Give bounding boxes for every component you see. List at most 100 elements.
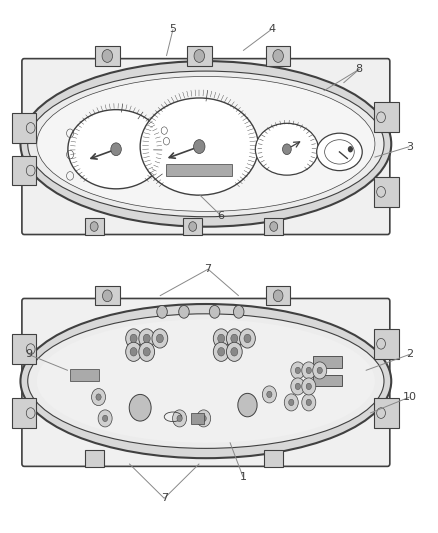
Circle shape (231, 334, 238, 343)
Circle shape (291, 378, 305, 395)
Circle shape (348, 146, 353, 152)
Ellipse shape (37, 76, 375, 212)
Circle shape (302, 378, 316, 395)
Circle shape (209, 305, 220, 318)
FancyBboxPatch shape (313, 356, 342, 368)
FancyBboxPatch shape (374, 329, 399, 359)
Circle shape (152, 329, 168, 348)
Circle shape (317, 367, 322, 374)
Ellipse shape (255, 123, 318, 175)
Circle shape (295, 367, 300, 374)
Text: 5: 5 (170, 25, 177, 34)
Circle shape (157, 305, 167, 318)
Circle shape (213, 342, 229, 361)
Ellipse shape (28, 314, 384, 448)
FancyBboxPatch shape (264, 218, 283, 235)
Text: 6: 6 (218, 211, 225, 221)
FancyBboxPatch shape (95, 286, 120, 305)
Circle shape (90, 222, 98, 231)
Circle shape (284, 394, 298, 411)
Circle shape (238, 393, 257, 417)
Circle shape (313, 362, 327, 379)
Text: 1: 1 (240, 472, 247, 482)
Ellipse shape (21, 61, 391, 227)
FancyBboxPatch shape (12, 156, 36, 185)
Circle shape (102, 50, 113, 62)
FancyBboxPatch shape (266, 286, 290, 305)
Text: 7: 7 (205, 264, 212, 274)
FancyBboxPatch shape (191, 413, 204, 424)
Ellipse shape (140, 98, 258, 195)
Circle shape (197, 410, 211, 427)
Text: 8: 8 (356, 64, 363, 74)
FancyBboxPatch shape (166, 164, 232, 176)
Circle shape (233, 305, 244, 318)
Text: 7: 7 (161, 494, 168, 503)
Circle shape (126, 342, 141, 361)
FancyBboxPatch shape (374, 398, 399, 428)
Circle shape (231, 348, 238, 356)
FancyBboxPatch shape (374, 177, 399, 207)
Text: 3: 3 (406, 142, 413, 151)
Circle shape (156, 334, 163, 343)
Circle shape (129, 394, 151, 421)
Circle shape (226, 342, 242, 361)
Circle shape (130, 348, 137, 356)
Text: 2: 2 (406, 350, 413, 359)
Circle shape (306, 383, 311, 390)
Text: 4: 4 (268, 25, 275, 34)
Circle shape (173, 410, 187, 427)
Circle shape (92, 389, 106, 406)
Circle shape (96, 394, 101, 400)
Circle shape (302, 362, 316, 379)
Circle shape (267, 391, 272, 398)
FancyBboxPatch shape (22, 298, 390, 466)
Circle shape (139, 329, 155, 348)
Ellipse shape (28, 71, 384, 217)
FancyBboxPatch shape (12, 113, 36, 143)
Circle shape (143, 334, 150, 343)
Circle shape (102, 290, 112, 302)
Circle shape (283, 144, 291, 155)
Circle shape (126, 329, 141, 348)
Circle shape (291, 362, 305, 379)
Circle shape (111, 143, 121, 156)
FancyBboxPatch shape (183, 218, 202, 235)
Circle shape (218, 334, 225, 343)
Circle shape (102, 415, 108, 422)
FancyBboxPatch shape (70, 369, 99, 381)
Circle shape (273, 290, 283, 302)
Circle shape (143, 348, 150, 356)
Circle shape (240, 329, 255, 348)
FancyBboxPatch shape (85, 218, 104, 235)
Circle shape (189, 222, 197, 231)
Circle shape (306, 399, 311, 406)
Circle shape (194, 140, 205, 154)
FancyBboxPatch shape (313, 375, 342, 386)
Circle shape (130, 334, 137, 343)
FancyBboxPatch shape (187, 46, 212, 66)
Circle shape (295, 383, 300, 390)
Circle shape (179, 305, 189, 318)
Circle shape (289, 399, 294, 406)
FancyBboxPatch shape (266, 46, 290, 66)
Ellipse shape (21, 304, 391, 458)
Ellipse shape (37, 319, 375, 443)
FancyBboxPatch shape (12, 398, 36, 428)
Ellipse shape (317, 133, 362, 171)
FancyBboxPatch shape (374, 102, 399, 132)
Circle shape (244, 334, 251, 343)
Circle shape (306, 367, 311, 374)
Circle shape (98, 410, 112, 427)
Circle shape (270, 222, 278, 231)
Circle shape (201, 415, 206, 422)
Circle shape (273, 50, 283, 62)
Circle shape (194, 50, 205, 62)
Circle shape (213, 329, 229, 348)
FancyBboxPatch shape (264, 450, 283, 467)
Text: 10: 10 (403, 392, 417, 402)
FancyBboxPatch shape (12, 334, 36, 364)
Circle shape (218, 348, 225, 356)
Circle shape (262, 386, 276, 403)
Text: 9: 9 (25, 350, 32, 359)
